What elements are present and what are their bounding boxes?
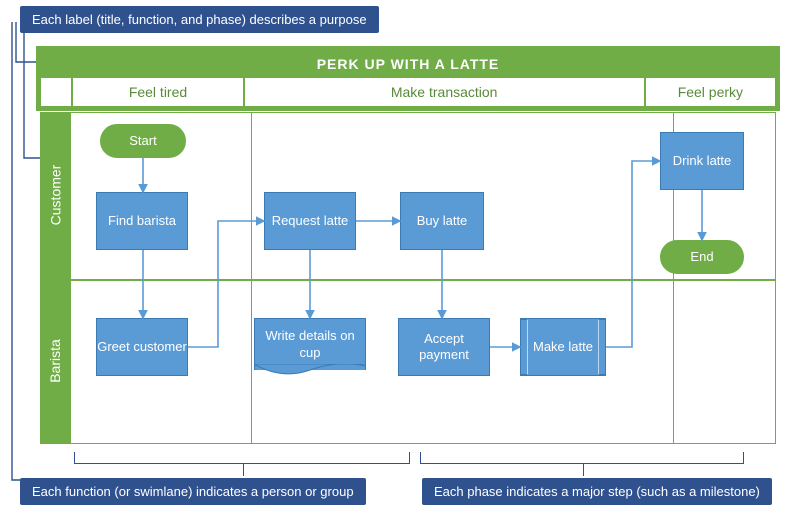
phase-feel-tired: Feel tired <box>72 78 243 107</box>
node-make: Make latte <box>520 318 606 376</box>
callout-left: Each function (or swimlane) indicates a … <box>20 478 366 505</box>
node-accept: Accept payment <box>398 318 490 376</box>
phase-feel-perky: Feel perky <box>645 78 776 107</box>
node-end: End <box>660 240 744 274</box>
bracket-phase <box>420 452 744 464</box>
swimlane-diagram: PERK UP WITH A LATTE Feel tiredMake tran… <box>36 46 780 111</box>
lane-customer: Customer <box>40 112 70 278</box>
node-start: Start <box>100 124 186 158</box>
node-drink: Drink latte <box>660 132 744 190</box>
diagram-title: PERK UP WITH A LATTE <box>40 50 776 78</box>
bracket-swimlane <box>74 452 410 464</box>
node-greet: Greet customer <box>96 318 188 376</box>
node-find-barista: Find barista <box>96 192 188 250</box>
phase-make-transaction: Make transaction <box>244 78 645 107</box>
lane-barista: Barista <box>40 278 70 444</box>
node-request: Request latte <box>264 192 356 250</box>
node-buy: Buy latte <box>400 192 484 250</box>
callout-right: Each phase indicates a major step (such … <box>422 478 772 505</box>
node-write: Write details on cup <box>254 318 366 370</box>
phase-spacer <box>40 78 72 107</box>
callout-top: Each label (title, function, and phase) … <box>20 6 379 33</box>
phase-headers: Feel tiredMake transactionFeel perky <box>40 78 776 107</box>
swimlane-divider <box>71 279 775 281</box>
phase-divider <box>251 113 252 443</box>
